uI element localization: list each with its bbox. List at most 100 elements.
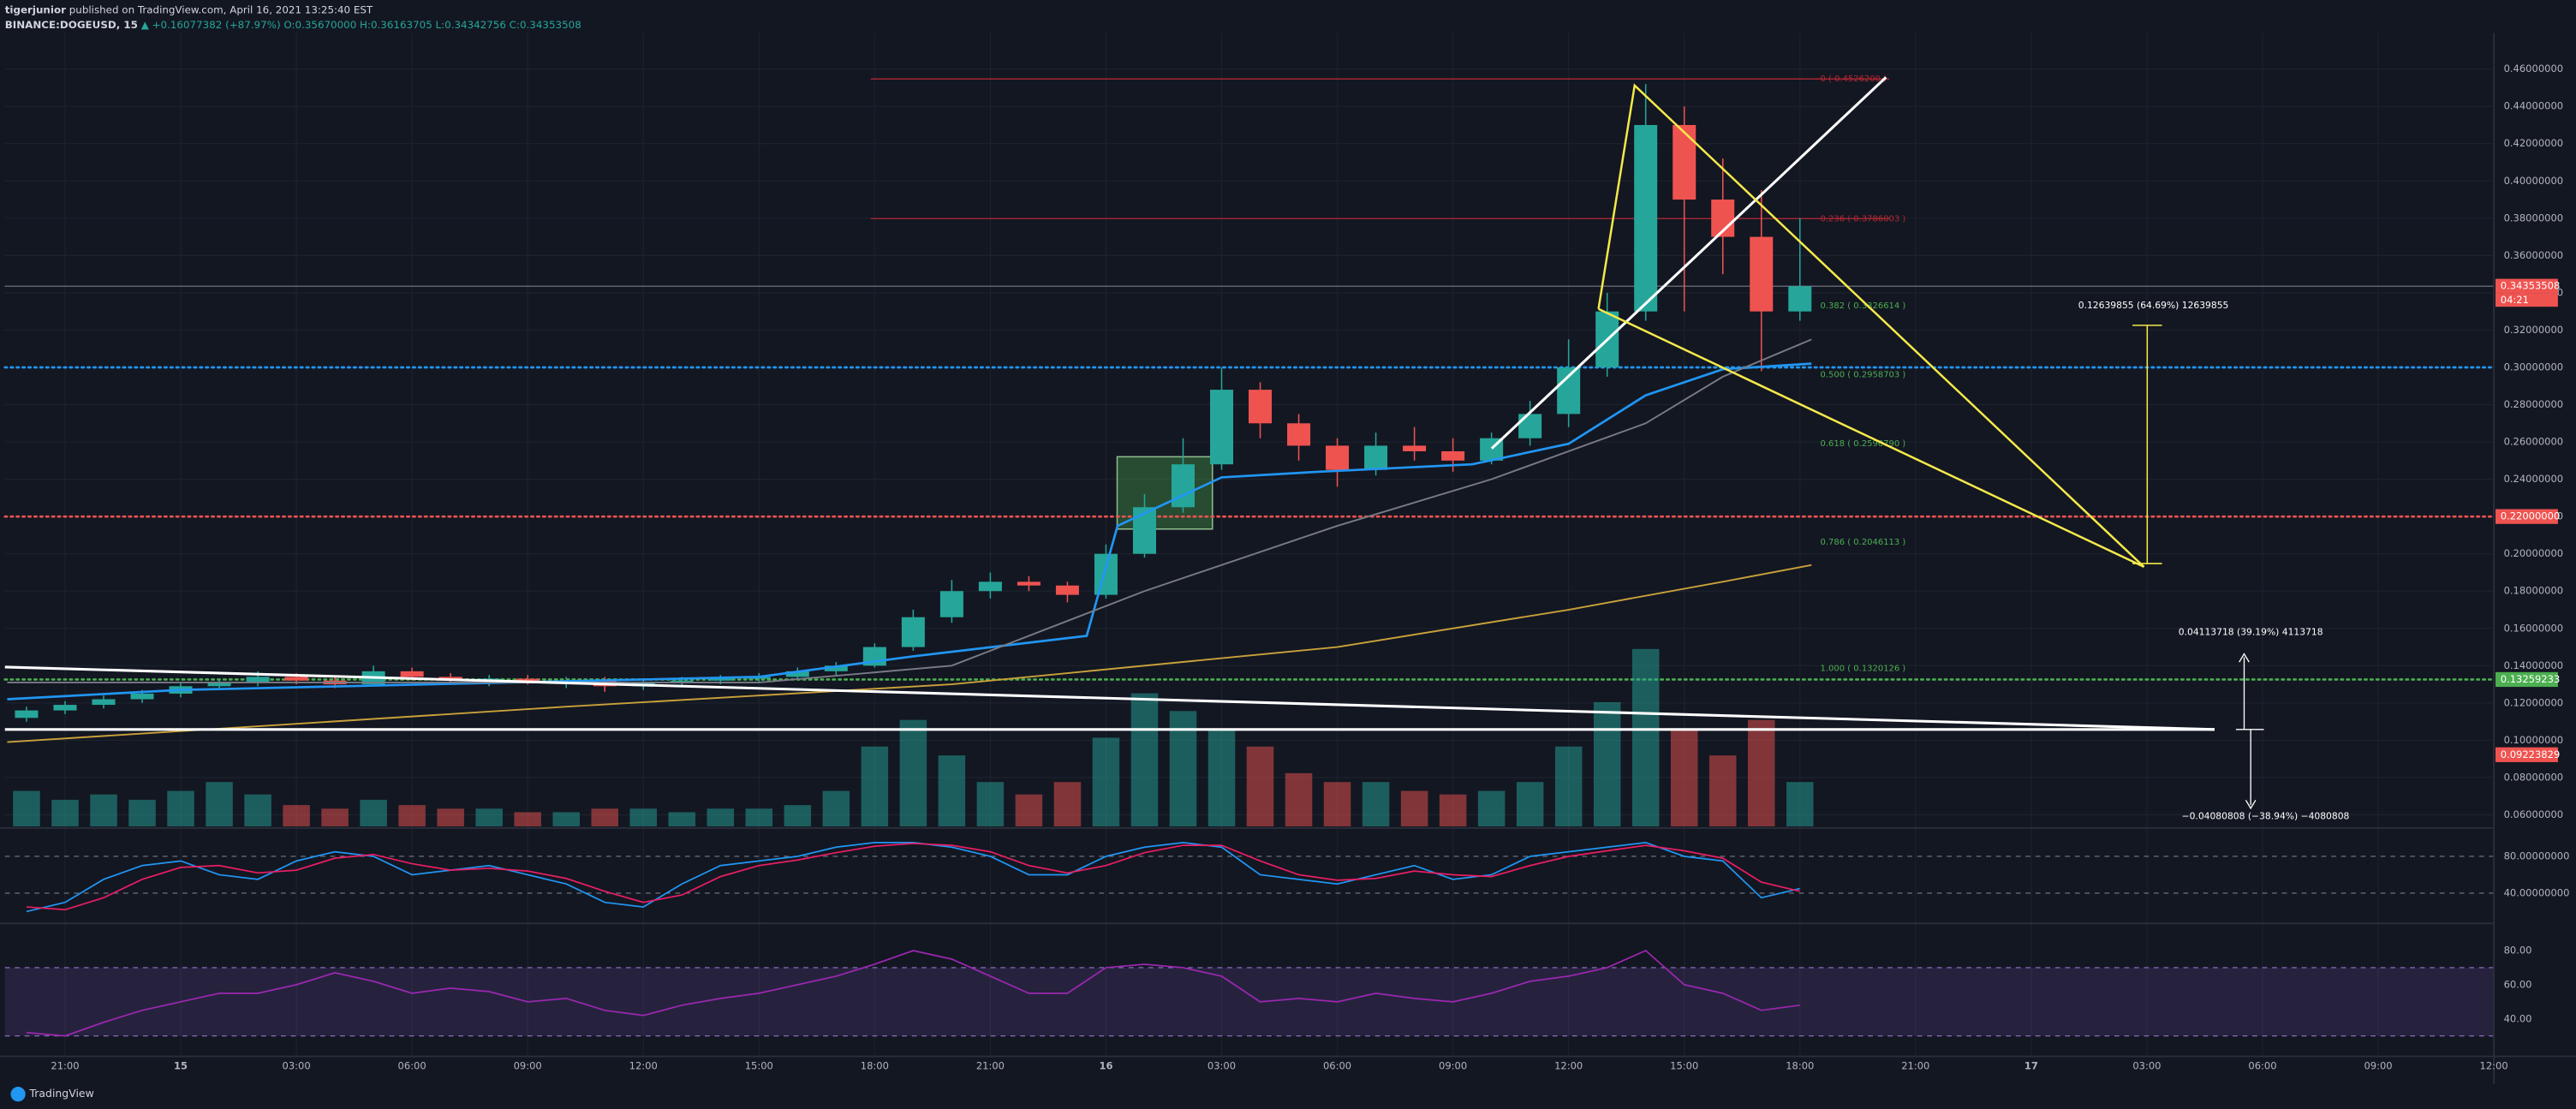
volume-bar (1708, 755, 1737, 826)
x-tick-label: 15:00 (1670, 1060, 1698, 1072)
candle-body (670, 680, 694, 683)
oscillator-line (26, 841, 1800, 913)
candle-body (1403, 445, 1427, 451)
candle-body (284, 677, 308, 681)
x-tick-label: 03:00 (2132, 1060, 2161, 1072)
trend-line (4, 665, 2215, 731)
volume-bar (1400, 790, 1428, 826)
candle-body (1287, 423, 1311, 446)
x-tick-label: 21:00 (976, 1060, 1005, 1072)
x-tick-label: 12:00 (1554, 1060, 1583, 1072)
volume-bar (591, 808, 618, 826)
volume-bar (128, 799, 156, 826)
volume-bar (206, 782, 233, 826)
volume-bar (1477, 790, 1506, 826)
candle-body (824, 665, 848, 671)
fib-label: 0.500 ( 0.2958703 ) (1821, 370, 1906, 379)
logo (10, 1087, 26, 1102)
x-tick-label: 17 (2024, 1060, 2038, 1072)
volume-bar (1670, 729, 1698, 826)
candle-body (246, 677, 270, 683)
volume-bar (668, 812, 696, 826)
volume-bar (321, 808, 349, 826)
volume-bar (1631, 648, 1660, 826)
oscillator-line (26, 843, 1800, 911)
y-tick-label: 0.16000000 (2504, 622, 2564, 634)
volume-bar (1246, 746, 1274, 826)
volume-bar (1554, 746, 1583, 826)
y-tick-label: 0.12000000 (2504, 696, 2564, 708)
candle-body (1750, 236, 1774, 312)
moving-average (7, 563, 1812, 743)
fib-label: 0.382 ( 0.3326614 ) (1821, 301, 1906, 311)
rsi-band (4, 967, 2495, 1036)
fib-label: 0.236 ( 0.3786003 ) (1821, 214, 1906, 224)
y-tick-label: 0.08000000 (2504, 771, 2564, 783)
candle-body (978, 581, 1002, 592)
x-tick-label: 09:00 (514, 1060, 542, 1072)
candle-body (1364, 445, 1388, 470)
rsi-line (26, 949, 1800, 1037)
volume-bar (707, 808, 735, 826)
volume-bar (552, 812, 580, 826)
volume-bar (899, 719, 927, 826)
marks: 0 ( 0.4526200 ) 0.236 ( 0.3786003 ) 0.382 … (3, 75, 2496, 1037)
x-tick-label: 09:00 (2364, 1060, 2392, 1072)
y-tick-label: 0.26000000 (2504, 436, 2564, 448)
candle-body (1326, 445, 1350, 470)
volume-bar (1593, 701, 1621, 826)
volume-bar (629, 808, 658, 826)
candle-body (1055, 585, 1079, 595)
axes: 21:00 15 03:00 06:00 09:00 12:00 15:00 18:00 21:… (51, 63, 2569, 1071)
volume-bar (745, 808, 773, 826)
volume-bar (1285, 772, 1313, 826)
y-tick-label: 0.44000000 (2504, 100, 2564, 112)
volume-bar (861, 746, 889, 826)
x-tick-label: 03:00 (1208, 1060, 1236, 1072)
candle-body (207, 682, 231, 687)
x-tick-label: 18:00 (861, 1060, 889, 1072)
candle-body (53, 705, 77, 711)
y-tick-label: 0.36000000 (2504, 249, 2564, 261)
y-tick-label: 0.32000000 (2504, 324, 2564, 336)
candle-body (1210, 390, 1234, 465)
volume-bar (244, 794, 271, 826)
candle-body (939, 591, 963, 617)
candle-body (1249, 390, 1273, 424)
header-line: tigerjunior published on TradingView.com… (5, 3, 373, 15)
annotation: 0.04113718 (39.19%) 4113718 (2179, 627, 2323, 638)
trend-line (1490, 76, 1887, 450)
x-tick-label: 21:00 (51, 1060, 79, 1072)
volume-bar (90, 794, 117, 826)
volume-bar (822, 790, 850, 826)
fib-label: 0 ( 0.4526200 ) (1821, 75, 1887, 84)
symbol-line: BINANCE:DOGEUSD, 15 ▲ +0.16077382 (+87.9… (5, 18, 581, 30)
candle-body (1094, 553, 1118, 595)
x-tick-label: 15:00 (745, 1060, 773, 1072)
candle-body (1788, 286, 1812, 312)
price-label: 0.13259233 (2501, 673, 2561, 685)
overlay: 0.12639855 (64.69%) 12639855 0.04113718 … (4, 76, 2350, 821)
x-tick-label: 15 (174, 1060, 188, 1072)
candle-body (1441, 450, 1465, 461)
volume-bar (1053, 782, 1082, 826)
price-label: 0.34353508 (2501, 280, 2561, 292)
volume-bar (51, 799, 79, 826)
symbol: BINANCE:DOGEUSD, 15 (5, 18, 138, 30)
y-tick-label: 80.00000000 (2504, 850, 2570, 862)
annotation: 0.12639855 (64.69%) 12639855 (2078, 300, 2229, 311)
y-tick-label: 0.14000000 (2504, 659, 2564, 671)
candle-body (130, 693, 154, 700)
volume-bar (1786, 782, 1814, 826)
volume-bar (1362, 782, 1390, 826)
y-tick-label: 0.20000000 (2504, 547, 2564, 559)
volume-bar (938, 755, 966, 826)
price-label-box (2496, 278, 2558, 294)
x-tick-label: 06:00 (1323, 1060, 1351, 1072)
price-label-box (2496, 671, 2558, 688)
y-tick-label: 0.28000000 (2504, 398, 2564, 410)
volume-bar (1439, 794, 1467, 826)
x-tick-label: 12:00 (2480, 1060, 2508, 1072)
volume-bar (1208, 729, 1236, 826)
author: tigerjunior (5, 3, 66, 15)
